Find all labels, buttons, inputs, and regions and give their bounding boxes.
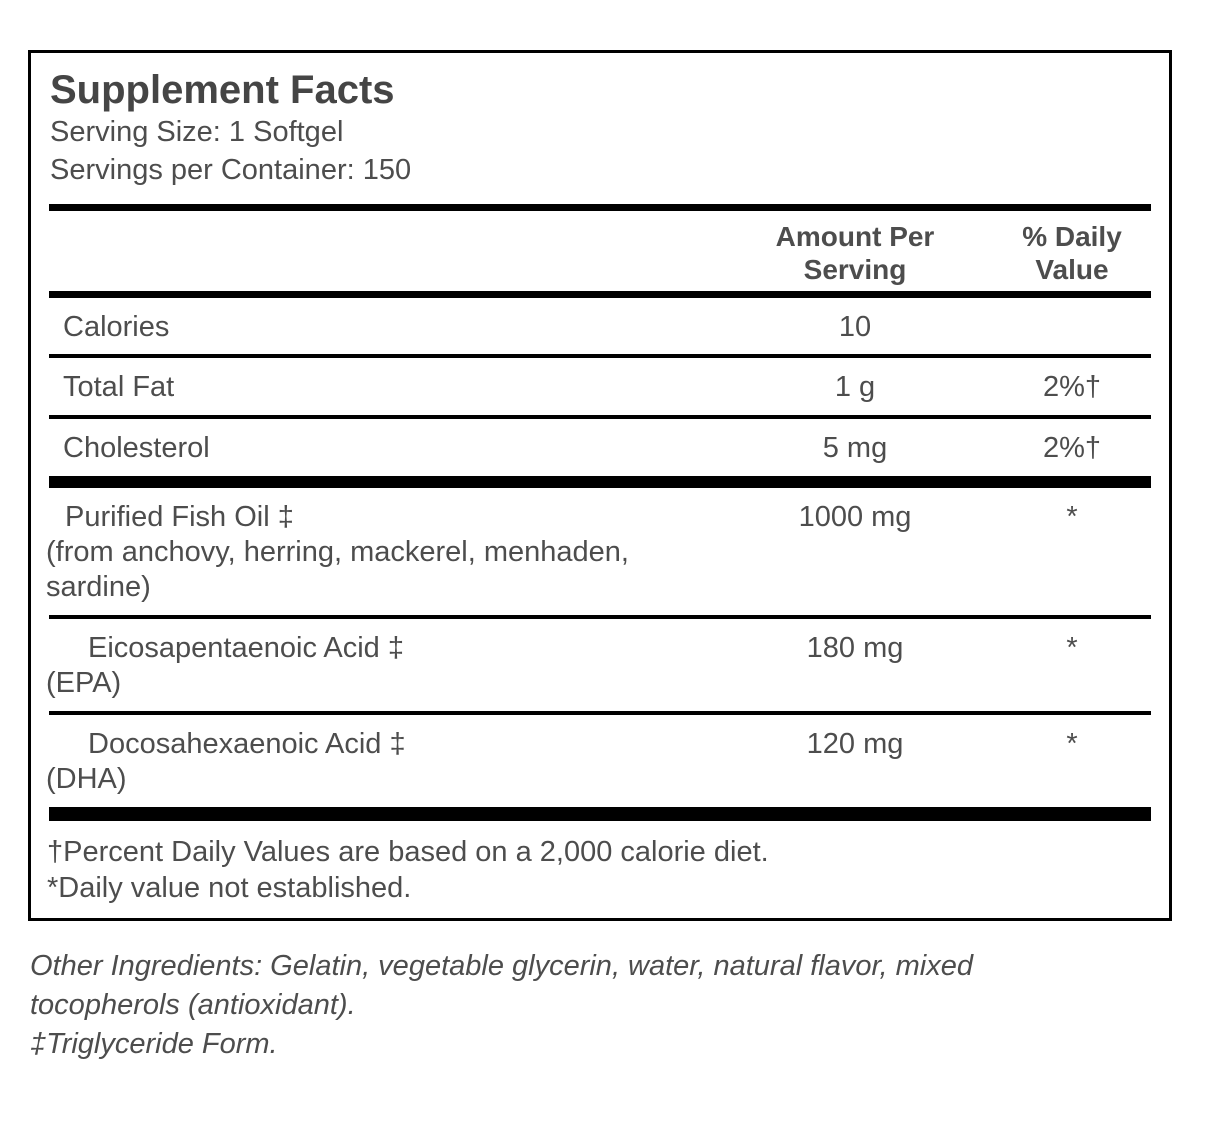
ingredient-amount: 180 mg (806, 632, 904, 664)
nutrient-name: Calories (63, 311, 170, 343)
rule-thin (49, 415, 1151, 419)
label-notes: Other Ingredients: Gelatin, vegetable gl… (30, 947, 1210, 1064)
servings-per-container: Servings per Container: 150 (50, 154, 412, 186)
row-cholesterol: Cholesterol 5 mg 2%† (31, 419, 1169, 476)
nutrient-amount: 10 (838, 311, 872, 343)
serving-size: Serving Size: 1 Softgel (50, 116, 344, 148)
rule-heavy-bottom (49, 807, 1151, 821)
rule-heavy-header-bottom (49, 291, 1151, 298)
ingredient-daily-value: * (1066, 728, 1078, 760)
ingredient-amount: 1000 mg (798, 501, 912, 533)
rule-thin (49, 354, 1151, 358)
column-headers: Amount Per Serving % Daily Value (31, 211, 1169, 291)
triglyceride-form-note: ‡Triglyceride Form. (30, 1028, 278, 1060)
panel-header: Supplement Facts Serving Size: 1 Softgel… (31, 53, 1169, 204)
ingredient-name: Eicosapentaenoic Acid ‡ (88, 632, 404, 664)
rule-heavy-mid (49, 476, 1151, 488)
row-calories: Calories 10 (31, 298, 1169, 354)
panel-title: Supplement Facts (50, 68, 395, 112)
supplement-facts-panel: Supplement Facts Serving Size: 1 Softgel… (28, 50, 1172, 921)
rule-thin (49, 711, 1151, 715)
nutrient-amount: 1 g (834, 371, 876, 403)
nutrient-name: Total Fat (63, 371, 175, 403)
rule-heavy-top (49, 204, 1151, 211)
ingredient-name: Docosahexaenoic Acid ‡ (88, 728, 406, 760)
daily-value-column-header: % Daily Value (975, 220, 1169, 286)
amount-column-header-label: Amount Per Serving (775, 221, 935, 285)
ingredient-daily-value: * (1066, 501, 1078, 533)
daily-value-column-header-label: % Daily Value (1022, 221, 1122, 285)
row-dha: Docosahexaenoic Acid ‡ (DHA) 120 mg * (31, 715, 1169, 807)
ingredient-abbreviation: (DHA) (46, 763, 127, 795)
row-purified-fish-oil: Purified Fish Oil ‡ (from anchovy, herri… (31, 488, 1169, 615)
amount-column-header: Amount Per Serving (705, 220, 1005, 286)
footnotes: †Percent Daily Values are based on a 2,0… (31, 821, 1169, 918)
nutrient-daily-value: 2%† (1042, 432, 1102, 464)
ingredient-daily-value: * (1066, 632, 1078, 664)
footnote-not-established: *Daily value not established. (47, 872, 412, 904)
footnote-daily-value-basis: †Percent Daily Values are based on a 2,0… (47, 836, 769, 868)
nutrient-name: Cholesterol (63, 432, 210, 464)
nutrient-amount: 5 mg (822, 432, 888, 464)
ingredient-source: (from anchovy, herring, mackerel, menhad… (46, 536, 629, 603)
nutrient-daily-value: 2%† (1042, 371, 1102, 403)
other-ingredients: Other Ingredients: Gelatin, vegetable gl… (30, 950, 973, 1021)
ingredient-abbreviation: (EPA) (46, 667, 122, 699)
ingredient-amount: 120 mg (806, 728, 904, 760)
row-epa: Eicosapentaenoic Acid ‡ (EPA) 180 mg * (31, 619, 1169, 711)
ingredient-name: Purified Fish Oil ‡ (65, 501, 294, 533)
row-total-fat: Total Fat 1 g 2%† (31, 358, 1169, 415)
rule-thin (49, 615, 1151, 619)
